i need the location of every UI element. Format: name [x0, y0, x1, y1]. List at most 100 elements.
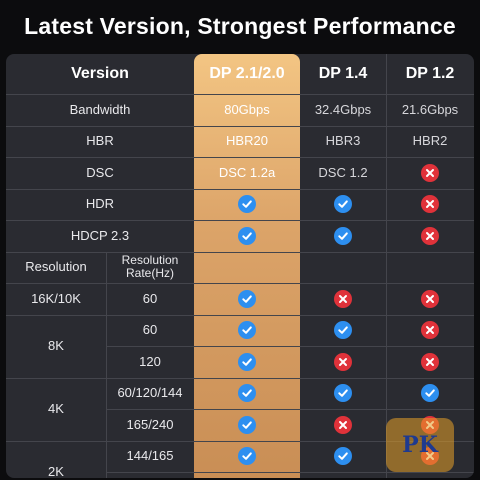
cross-cell — [300, 283, 386, 315]
value-dp12: 21.6Gbps — [401, 101, 459, 117]
cross-cell — [386, 472, 474, 478]
row-divider — [6, 94, 474, 95]
check-cell — [194, 189, 300, 221]
checkmark-icon — [238, 226, 256, 245]
row-label: HDR — [85, 196, 115, 212]
column-divider — [386, 54, 387, 478]
value-dp14: DSC 1.2 — [318, 164, 368, 180]
check-cell — [194, 378, 300, 410]
checkmark-icon — [238, 415, 256, 434]
cross-icon — [421, 195, 439, 214]
rate-label: 60/120/144 — [117, 385, 183, 401]
comparison-table: Version DP 2.1/2.0 DP 1.4 DP 1.2 Bandwidth 80… — [6, 54, 474, 478]
row-divider — [6, 188, 474, 190]
rate-header-line1: Resolution — [121, 253, 179, 268]
resolution-label: 8K — [48, 337, 64, 353]
check-cell — [300, 441, 386, 473]
row-divider — [6, 314, 474, 316]
resolution-label: 4K — [48, 400, 64, 416]
cross-icon — [421, 352, 439, 371]
check-cell — [194, 346, 300, 378]
header-version: Version — [71, 65, 129, 83]
resolution-header: Resolution — [25, 259, 87, 275]
check-cell — [300, 220, 386, 252]
cross-icon — [421, 289, 439, 308]
column-divider — [106, 251, 107, 478]
rate-header-line2: Rate(Hz) — [125, 266, 174, 281]
row-divider — [106, 409, 474, 410]
row-label: HDCP 2.3 — [70, 227, 130, 243]
row-divider — [106, 472, 474, 473]
checkmark-icon — [238, 321, 256, 340]
row-divider — [6, 157, 474, 158]
row-divider — [6, 125, 474, 127]
value-dp12: HBR2 — [412, 133, 448, 149]
rate-label: 165/240 — [126, 416, 174, 432]
row-label: DSC — [86, 164, 114, 180]
header-dp12: DP 1.2 — [405, 65, 455, 83]
value-dp14: 32.4Gbps — [314, 101, 372, 117]
rate-label: 240/360 — [106, 472, 194, 478]
rate-label: 60 — [142, 290, 158, 306]
cross-cell — [386, 346, 474, 378]
cross-icon — [421, 321, 439, 340]
checkmark-icon — [334, 447, 352, 466]
checkmark-icon — [238, 447, 256, 466]
header-dp14: DP 1.4 — [318, 65, 368, 83]
row-divider — [6, 377, 474, 379]
resolution-label: 16K/10K — [31, 290, 81, 306]
value-dp21: 80Gbps — [224, 101, 270, 117]
check-cell — [194, 283, 300, 315]
rate-label: 60 — [142, 322, 158, 338]
cross-cell — [386, 220, 474, 252]
cross-cell — [300, 346, 386, 378]
cross-icon — [421, 163, 439, 182]
value-dp21: DSC 1.2a — [218, 164, 276, 180]
checkmark-icon — [334, 195, 352, 214]
cross-icon — [334, 289, 352, 308]
check-cell — [194, 472, 300, 478]
check-cell — [194, 409, 300, 441]
check-cell — [194, 315, 300, 347]
row-label: Bandwidth — [69, 101, 131, 117]
row-divider — [6, 251, 474, 253]
checkmark-icon — [334, 226, 352, 245]
highlight-column-dp21 — [194, 54, 300, 478]
rate-label: 144/165 — [126, 448, 174, 464]
row-divider — [6, 283, 474, 284]
checkmark-icon — [238, 289, 256, 308]
checkmark-icon — [238, 384, 256, 403]
cross-cell — [386, 189, 474, 221]
checkmark-icon — [334, 321, 352, 340]
cross-icon — [334, 415, 352, 434]
resolution-label: 2K — [48, 463, 64, 478]
header-dp21: DP 2.1/2.0 — [209, 65, 285, 83]
checkmark-icon — [421, 384, 439, 403]
page-title: Latest Version, Strongest Performance — [24, 12, 456, 39]
row-label: HBR — [86, 133, 114, 149]
cross-icon — [334, 352, 352, 371]
check-cell — [386, 378, 474, 410]
check-cell — [300, 189, 386, 221]
watermark-logo: PK — [386, 418, 454, 472]
value-dp21: HBR20 — [226, 133, 268, 149]
checkmark-icon — [334, 384, 352, 403]
cross-cell — [386, 157, 474, 189]
cross-cell — [300, 409, 386, 441]
row-divider — [106, 346, 474, 347]
rate-label: 120 — [139, 353, 161, 369]
row-divider — [6, 220, 474, 221]
value-dp14: HBR3 — [325, 133, 361, 149]
check-cell — [194, 441, 300, 473]
checkmark-icon — [238, 352, 256, 371]
check-cell — [194, 220, 300, 252]
cross-icon — [421, 226, 439, 245]
cross-cell — [300, 472, 386, 478]
checkmark-icon — [238, 195, 256, 214]
cross-cell — [386, 283, 474, 315]
check-cell — [300, 315, 386, 347]
cross-cell — [386, 315, 474, 347]
row-divider — [6, 440, 474, 442]
check-cell — [300, 378, 386, 410]
rate-header: Resolution Rate(Hz) — [106, 252, 194, 284]
